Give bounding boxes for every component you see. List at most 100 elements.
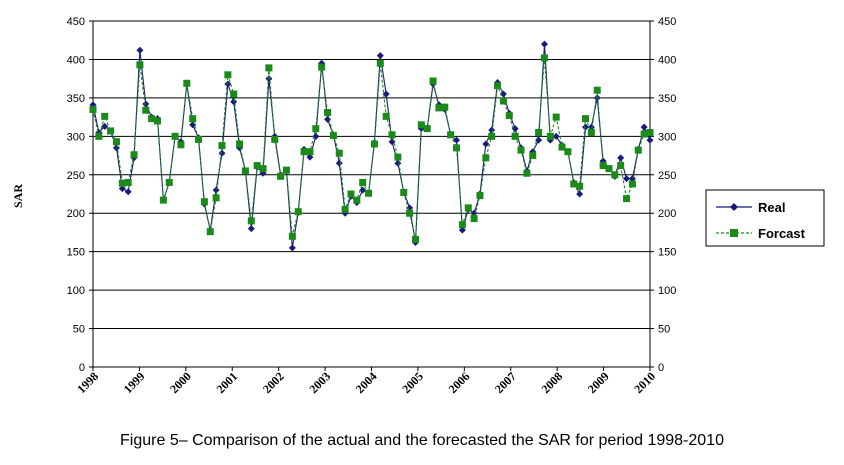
data-point-forcast — [277, 172, 285, 180]
data-point-forcast — [429, 77, 437, 85]
y-axis-label: SAR — [11, 184, 25, 208]
y-tick-label-right: 0 — [658, 362, 664, 374]
data-point-forcast — [300, 148, 308, 156]
data-point-forcast — [89, 105, 97, 113]
data-point-forcast — [112, 138, 120, 146]
data-point-forcast — [617, 162, 625, 170]
data-point-real — [593, 94, 601, 102]
data-point-real — [265, 75, 273, 83]
data-point-forcast — [517, 146, 525, 154]
data-point-real — [359, 186, 367, 194]
y-tick-label: 200 — [67, 208, 85, 220]
data-point-forcast — [417, 121, 425, 129]
data-point-real — [136, 46, 144, 54]
figure-caption: Figure 5– Comparison of the actual and t… — [120, 432, 724, 449]
data-point-forcast — [623, 195, 631, 203]
data-point-real — [306, 153, 314, 161]
y-tick-labels-right: 0 50 100 150 200 250 300 350 400 450 — [658, 16, 676, 374]
data-point-real — [124, 188, 132, 196]
y-tick-label-right: 50 — [658, 324, 670, 336]
data-point-forcast — [177, 141, 185, 149]
x-tick-label: 1999 — [121, 369, 148, 396]
data-point-real — [623, 175, 631, 183]
data-point-forcast — [482, 154, 490, 162]
y-tick-labels-left: 0 50 100 150 200 250 300 350 400 450 — [67, 16, 85, 374]
data-point-real — [288, 244, 296, 252]
data-point-real — [312, 132, 320, 140]
data-point-forcast — [505, 112, 513, 120]
data-point-forcast — [329, 132, 337, 140]
data-point-real — [394, 159, 402, 167]
x-tick-labels: 1998 1999 2000 2001 2002 2003 2004 2005 2006 2007… — [74, 367, 658, 396]
legend-marker-forcast — [730, 229, 738, 237]
data-point-forcast — [171, 132, 179, 140]
y-tick-label-right: 150 — [658, 247, 676, 259]
data-point-forcast — [101, 112, 109, 120]
y-tick-label-right: 200 — [658, 208, 676, 220]
data-point-forcast — [447, 131, 455, 139]
data-point-forcast — [628, 180, 636, 188]
series-markers-forcast — [89, 54, 654, 243]
x-tick-label: 2001 — [214, 369, 241, 396]
series-layer — [89, 40, 654, 252]
data-point-forcast — [218, 142, 226, 150]
data-point-forcast — [312, 125, 320, 133]
data-point-forcast — [394, 153, 402, 161]
data-point-forcast — [183, 79, 191, 87]
data-point-forcast — [294, 208, 302, 216]
data-point-forcast — [464, 204, 472, 212]
data-point-forcast — [142, 106, 150, 114]
data-point-real — [482, 140, 490, 148]
data-point-forcast — [400, 188, 408, 196]
data-point-forcast — [118, 179, 126, 187]
data-point-forcast — [271, 135, 279, 143]
series-line-forcast — [92, 57, 651, 240]
data-point-real — [112, 144, 120, 152]
data-point-real — [576, 190, 584, 198]
data-point-real — [540, 40, 548, 48]
data-point-forcast — [470, 215, 478, 223]
data-point-forcast — [306, 148, 314, 156]
x-tick-label: 2002 — [260, 369, 287, 396]
data-point-forcast — [599, 162, 607, 170]
data-point-real — [646, 136, 654, 144]
legend-box — [705, 189, 825, 247]
data-point-real — [101, 122, 109, 130]
legend-label-forcast: Forcast — [758, 226, 806, 241]
data-point-real — [212, 186, 220, 194]
data-point-forcast — [200, 198, 208, 206]
data-point-forcast — [282, 166, 290, 174]
y-tick-label: 100 — [67, 285, 85, 297]
data-point-forcast — [535, 128, 543, 136]
data-point-real — [142, 100, 150, 108]
data-point-real — [453, 136, 461, 144]
data-point-forcast — [259, 165, 267, 173]
data-point-real — [324, 115, 332, 123]
data-point-forcast — [206, 228, 214, 236]
data-point-forcast — [247, 217, 255, 225]
data-point-forcast — [499, 97, 507, 105]
data-point-real — [640, 123, 648, 131]
y-tick-label: 300 — [67, 131, 85, 143]
data-point-forcast — [241, 167, 249, 175]
data-point-forcast — [388, 131, 396, 139]
data-point-forcast — [441, 103, 449, 111]
y-tick-label-right: 350 — [658, 93, 676, 105]
y-tick-label: 350 — [67, 93, 85, 105]
x-tick-label: 2007 — [492, 369, 519, 396]
y-tick-label: 0 — [79, 362, 85, 374]
y-tick-label: 400 — [67, 54, 85, 66]
data-point-forcast — [107, 127, 115, 135]
y-tick-label: 150 — [67, 247, 85, 259]
data-point-real — [511, 125, 519, 133]
data-point-forcast — [159, 196, 167, 204]
x-tick-label: 2000 — [167, 369, 194, 396]
data-point-forcast — [552, 113, 560, 121]
data-point-forcast — [411, 235, 419, 243]
legend-marker-real — [730, 203, 738, 211]
data-point-forcast — [511, 132, 519, 140]
data-point-forcast — [593, 86, 601, 94]
data-point-forcast — [335, 149, 343, 157]
data-point-real — [406, 204, 414, 212]
